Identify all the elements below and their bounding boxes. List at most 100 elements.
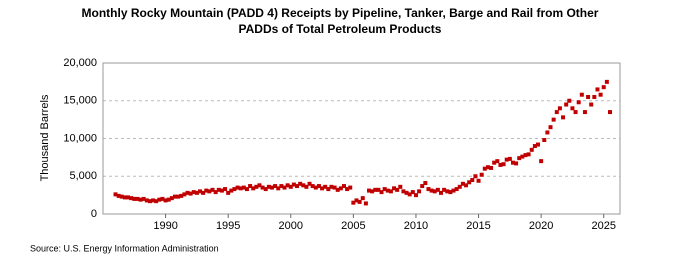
point (348, 185, 353, 190)
point (454, 187, 459, 192)
point (370, 189, 375, 194)
point (179, 193, 184, 198)
point (326, 187, 331, 192)
point (160, 196, 165, 201)
point (238, 186, 243, 191)
x-tick-label: 1990 (153, 220, 177, 232)
point (147, 199, 152, 204)
point (363, 201, 368, 206)
point (423, 181, 428, 186)
point (251, 186, 256, 191)
point (254, 184, 259, 189)
point (269, 185, 274, 190)
source: Source: U.S. Energy Information Administ… (30, 243, 219, 253)
point (576, 100, 581, 105)
point (514, 161, 519, 166)
point (354, 198, 359, 203)
x-tick-label: 1995 (216, 220, 240, 232)
point (285, 183, 290, 188)
point (379, 190, 384, 195)
point (191, 190, 196, 195)
point (392, 186, 397, 191)
point (510, 160, 515, 165)
point (448, 190, 453, 195)
point (482, 166, 487, 171)
point (135, 196, 140, 201)
point (429, 188, 434, 193)
point (163, 198, 168, 203)
point (194, 190, 199, 195)
point (113, 192, 118, 197)
point (185, 190, 190, 195)
chart-title: Monthly Rocky Mountain (PADD 4) Receipts… (82, 6, 599, 20)
point (116, 193, 121, 198)
point (398, 184, 403, 189)
point (223, 187, 228, 192)
point (489, 165, 494, 170)
point (295, 184, 300, 189)
y-axis-label: Thousand Barrels (39, 94, 51, 181)
point (551, 117, 556, 122)
point (198, 189, 203, 194)
point (532, 144, 537, 149)
point (479, 172, 484, 177)
point (545, 130, 550, 135)
point (420, 184, 425, 189)
point (351, 200, 356, 205)
point (129, 196, 134, 201)
x-tick-label: 2005 (341, 220, 365, 232)
point (579, 92, 584, 97)
plot-frame (102, 62, 621, 215)
point (341, 184, 346, 189)
point (335, 187, 340, 192)
point (570, 106, 575, 111)
point (492, 160, 497, 165)
point (595, 87, 600, 92)
x-tick-label: 2010 (404, 220, 428, 232)
point (229, 188, 234, 193)
y-tick-label: 10,000 (63, 132, 97, 144)
point (320, 186, 325, 191)
point (470, 178, 475, 183)
point (385, 188, 390, 193)
point (536, 142, 541, 147)
point (232, 187, 237, 192)
point (276, 186, 281, 191)
point (263, 187, 268, 192)
point (235, 185, 240, 190)
point (282, 185, 287, 190)
point (457, 184, 462, 189)
point (404, 190, 409, 195)
point (169, 196, 174, 201)
point (507, 156, 512, 161)
point (473, 174, 478, 179)
point (498, 162, 503, 167)
x-tick-label: 2020 (529, 220, 553, 232)
x-tick-label: 2025 (591, 220, 615, 232)
point (464, 183, 469, 188)
point (401, 189, 406, 194)
point (561, 115, 566, 120)
point (373, 187, 378, 192)
point (607, 110, 612, 115)
point (417, 189, 422, 194)
point (407, 192, 412, 197)
point (539, 159, 544, 164)
point (432, 189, 437, 194)
point (307, 181, 312, 186)
point (288, 184, 293, 189)
point (529, 147, 534, 152)
point (501, 162, 506, 167)
point (592, 94, 597, 99)
point (207, 189, 212, 194)
point (485, 165, 490, 170)
x-tick-label: 2000 (279, 220, 303, 232)
point (323, 184, 328, 189)
point (182, 192, 187, 197)
point (523, 153, 528, 158)
point (291, 182, 296, 187)
point (442, 187, 447, 192)
point (144, 198, 149, 203)
point (504, 157, 509, 162)
